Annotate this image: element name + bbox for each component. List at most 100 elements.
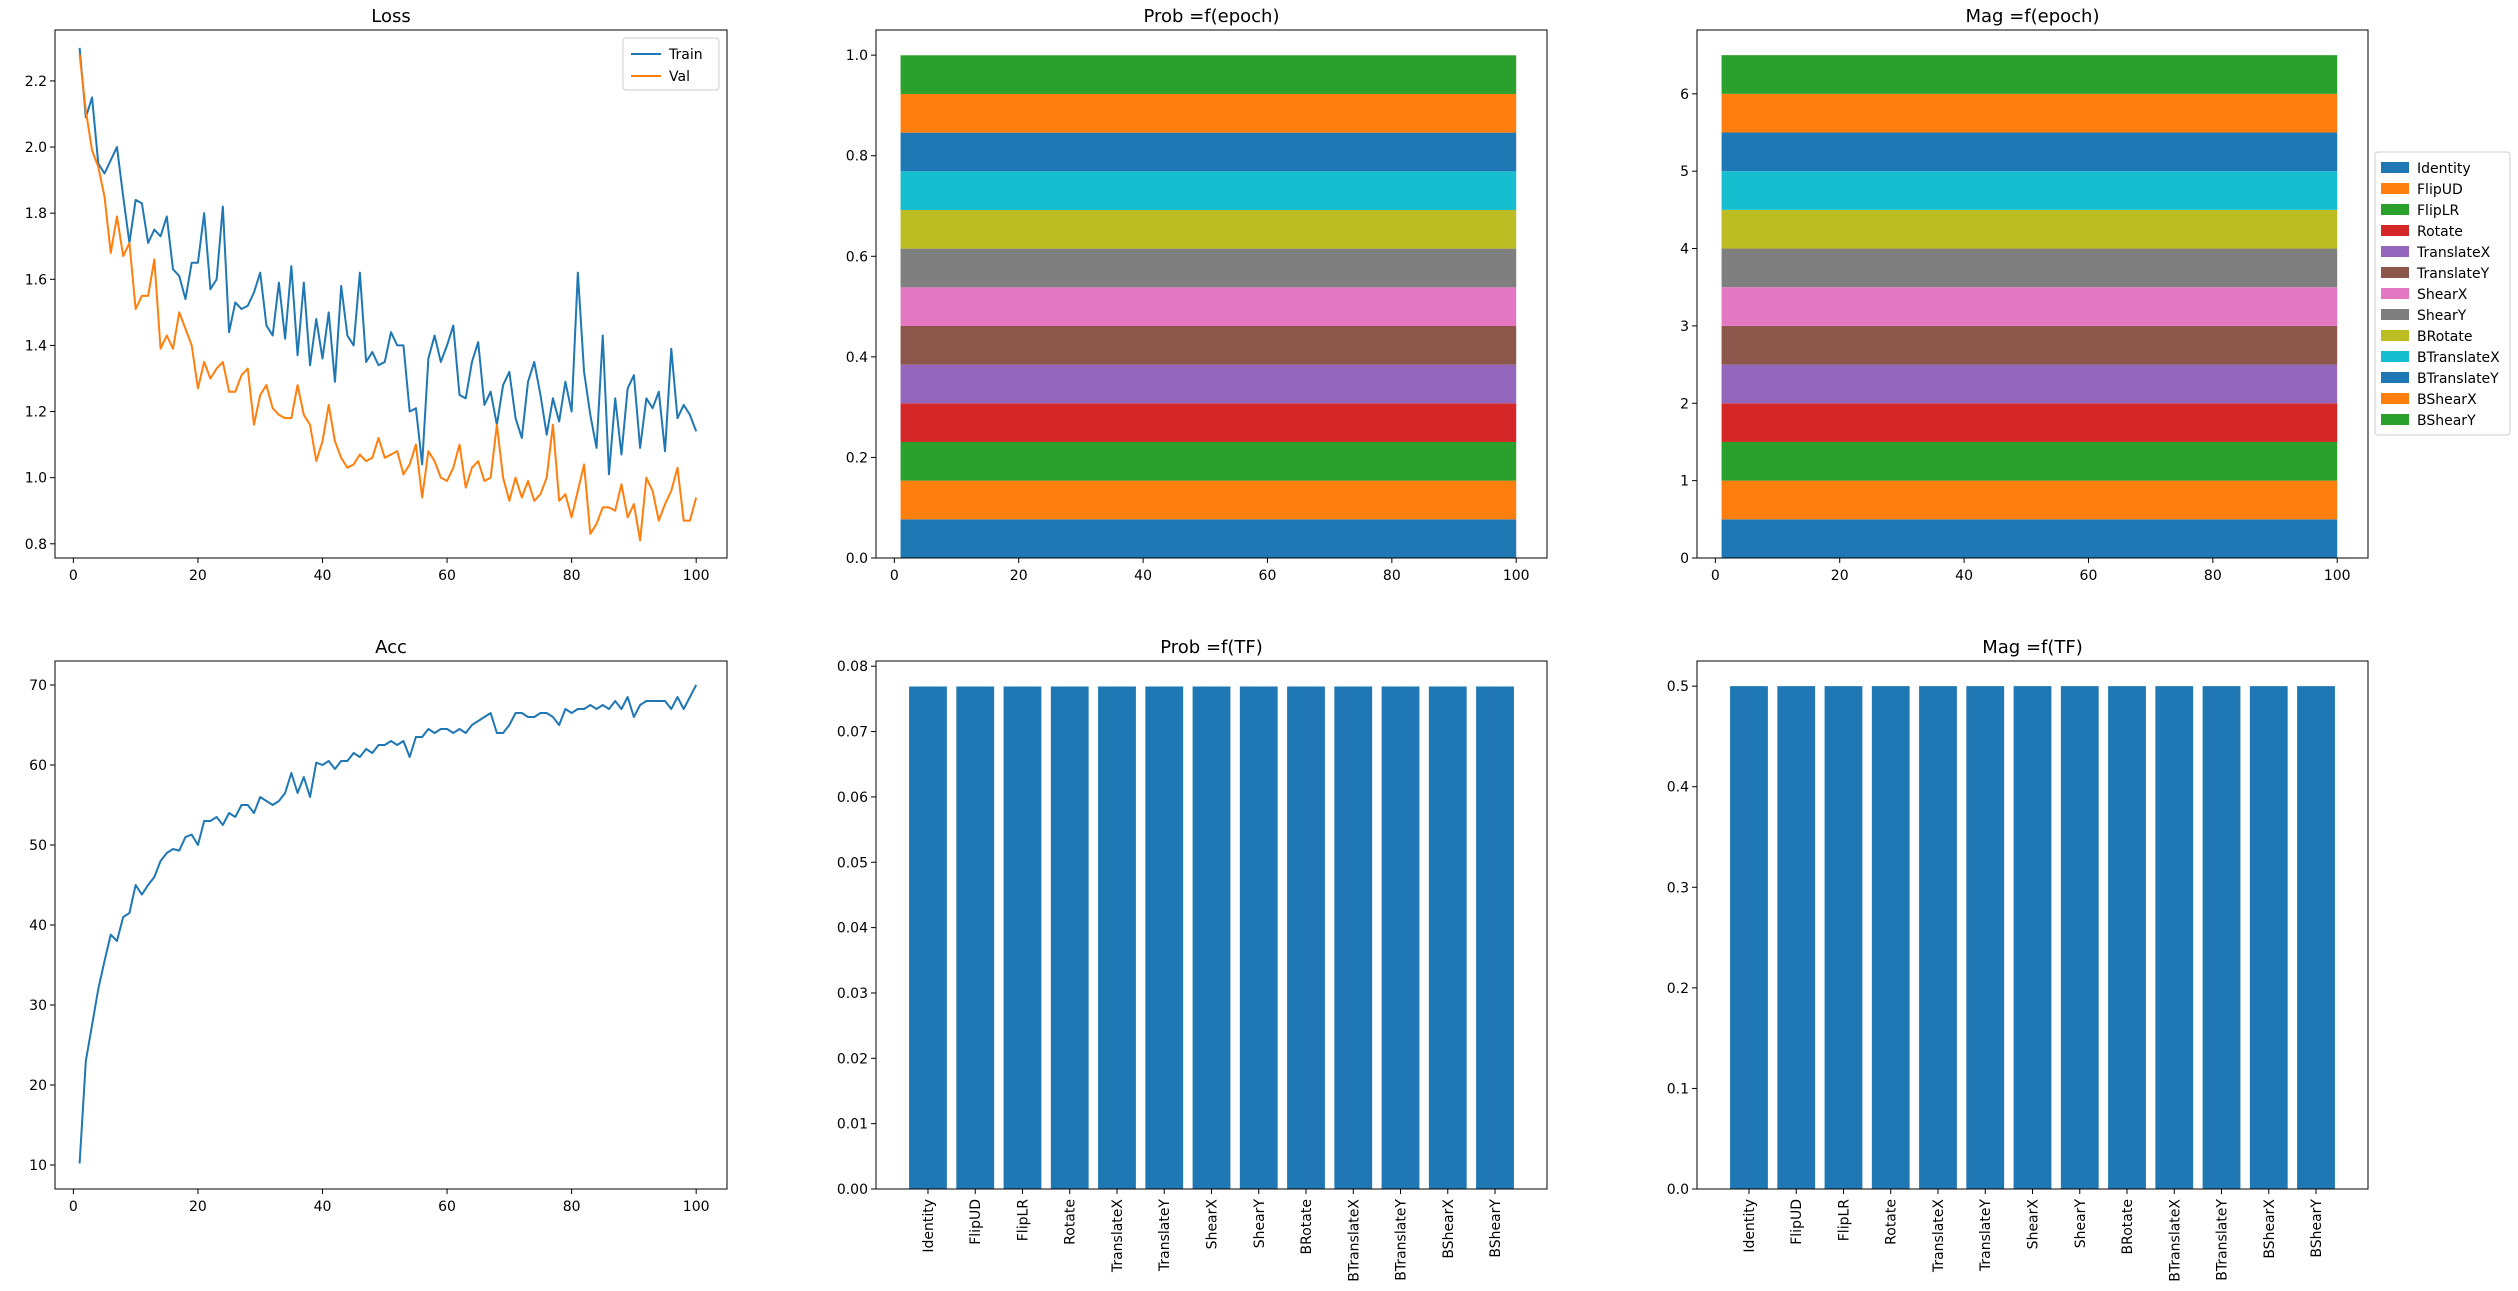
bar-translatey [1145, 686, 1184, 1189]
x-tick-label: Rotate [1063, 1199, 1079, 1245]
y-tick-label: 0.08 [837, 659, 868, 675]
legend-swatch [2381, 288, 2409, 299]
x-tick-label: BTranslateY [1394, 1199, 1410, 1281]
x-tick-label: ShearY [1252, 1199, 1268, 1249]
bar-btranslatey [1381, 686, 1420, 1189]
legend-label: ShearY [2417, 308, 2467, 324]
y-tick-label: 0.2 [846, 450, 868, 466]
legend-swatch [2381, 414, 2409, 425]
legend: Identity FlipUD FlipLR Rotate TranslateX Tran… [2374, 151, 2511, 436]
y-tick-label: 2.2 [25, 74, 47, 90]
y-tick-label: 0.2 [1667, 981, 1689, 997]
bar-shearx [2013, 686, 2052, 1189]
x-tick-label: FlipUD [968, 1199, 984, 1245]
bar-shearx [1192, 686, 1231, 1189]
x-tick-label: BRotate [1299, 1199, 1315, 1254]
y-tick-label: 0.07 [837, 725, 868, 741]
area-layer [900, 55, 1517, 94]
legend-label: Identity [2417, 161, 2471, 177]
series-line-acc [78, 684, 698, 1164]
legend-label: FlipUD [2417, 182, 2463, 198]
x-tick-label: 80 [2204, 568, 2222, 584]
y-tick-label: 20 [29, 1078, 47, 1094]
area-layer [1721, 248, 2338, 288]
x-tick-label: 0 [69, 1199, 78, 1215]
area-layer [1721, 519, 2338, 558]
x-tick-label: 60 [1259, 568, 1277, 584]
axes-frame [54, 29, 728, 559]
y-tick-label: 0 [1680, 551, 1689, 567]
y-tick-label: 4 [1680, 242, 1689, 258]
chart-title: Loss [371, 6, 410, 27]
y-tick-label: 0.00 [837, 1182, 868, 1198]
x-tick-label: 0 [69, 568, 78, 584]
legend-label: BShearX [2417, 392, 2477, 408]
bar-identity [909, 686, 947, 1189]
x-tick-label: BTranslateX [1346, 1199, 1362, 1282]
legend-swatch [2381, 246, 2409, 257]
area-layer [900, 441, 1517, 481]
legend-label: Train [668, 47, 703, 63]
legend-label: Rotate [2417, 224, 2463, 240]
bar-fliplr [1824, 686, 1863, 1189]
y-tick-label: 1 [1680, 474, 1689, 490]
y-tick-label: 60 [29, 758, 47, 774]
area-layer [900, 287, 1517, 326]
x-tick-label: 0 [890, 568, 899, 584]
area-layer [1721, 209, 2338, 249]
bar-brotate [1287, 686, 1325, 1189]
x-tick-label: 20 [189, 568, 207, 584]
legend-label: BRotate [2417, 329, 2472, 345]
y-tick-label: 1.8 [25, 206, 47, 222]
x-tick-label: ShearY [2073, 1199, 2089, 1249]
y-tick-label: 1.6 [25, 272, 47, 288]
y-tick-label: 1.4 [25, 338, 47, 354]
area-layer [1721, 132, 2338, 172]
y-tick-label: 0.05 [837, 855, 868, 871]
x-tick-label: TranslateX [1110, 1199, 1126, 1274]
x-tick-label: Identity [1742, 1199, 1758, 1253]
x-tick-label: FlipUD [1789, 1199, 1805, 1245]
area-layer [1721, 93, 2338, 133]
bar-btranslatex [2155, 686, 2194, 1189]
x-tick-label: 40 [1955, 568, 1973, 584]
y-tick-label: 0.0 [846, 551, 868, 567]
chart-title: Prob =f(TF) [1160, 637, 1263, 658]
bar-bshearx [1428, 686, 1467, 1189]
x-tick-label: BShearY [1488, 1199, 1504, 1258]
bar-translatex [1098, 686, 1136, 1189]
bar-sheary [2060, 686, 2099, 1189]
legend-label: Val [669, 69, 690, 85]
chart-title: Mag =f(epoch) [1966, 6, 2100, 27]
x-tick-label: 40 [314, 568, 332, 584]
x-tick-label: 60 [438, 1199, 456, 1215]
bar-translatey [1966, 686, 2005, 1189]
x-tick-label: 0 [1711, 568, 1720, 584]
x-tick-label: ShearX [1205, 1199, 1221, 1250]
x-tick-label: ShearX [2026, 1199, 2042, 1250]
x-tick-label: 80 [563, 1199, 581, 1215]
x-tick-label: BShearX [2262, 1199, 2278, 1259]
bar-bsheary [1476, 686, 1514, 1189]
legend-swatch [2381, 351, 2409, 362]
legend-label: BTranslateX [2417, 350, 2500, 366]
x-tick-label: 100 [1503, 568, 1530, 584]
bar-flipud [1777, 686, 1816, 1189]
series-line-train [78, 47, 698, 476]
x-tick-label: TranslateY [1978, 1199, 1994, 1273]
legend-swatch [2381, 330, 2409, 341]
legend-swatch [2381, 183, 2409, 194]
y-tick-label: 5 [1680, 164, 1689, 180]
bar-btranslatey [2202, 686, 2241, 1189]
y-tick-label: 0.3 [1667, 880, 1689, 896]
x-tick-label: TranslateY [1157, 1199, 1173, 1273]
y-tick-label: 3 [1680, 319, 1689, 335]
x-tick-label: BTranslateX [2167, 1199, 2183, 1282]
legend-label: BTranslateY [2417, 371, 2499, 387]
y-tick-label: 0.4 [1667, 780, 1689, 796]
area-layer [900, 325, 1517, 365]
bar-fliplr [1003, 686, 1042, 1189]
area-layer [1721, 325, 2338, 365]
area-layer [900, 171, 1517, 210]
